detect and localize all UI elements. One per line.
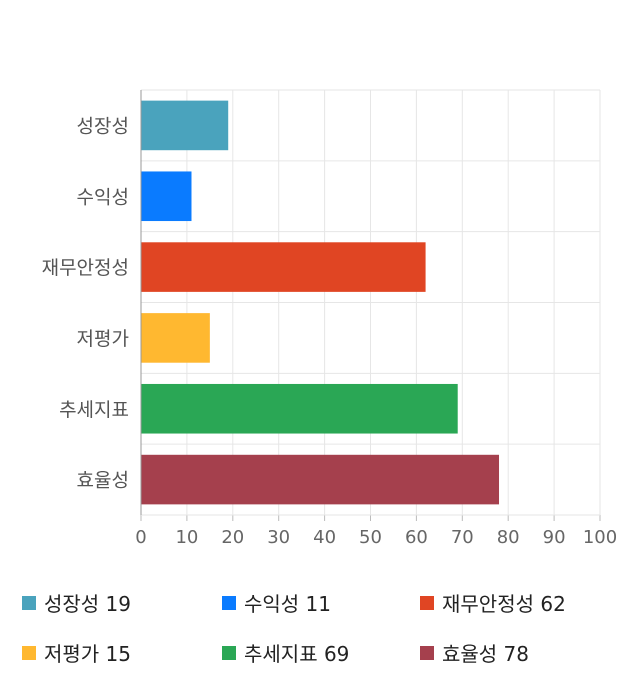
legend-item: 성장성 19	[22, 588, 131, 617]
x-tick-label: 0	[135, 527, 146, 548]
x-tick-label: 60	[405, 527, 428, 548]
x-tick-label: 10	[175, 527, 198, 548]
legend-label: 저평가 15	[44, 642, 132, 666]
category-label: 수익성	[77, 186, 129, 208]
legend-swatch	[222, 645, 236, 660]
x-tick-label: 20	[221, 527, 244, 548]
legend-label: 재무안정성 62	[442, 592, 566, 616]
bar	[141, 383, 458, 434]
x-tick-label: 30	[267, 527, 290, 548]
x-tick-label: 40	[313, 527, 336, 548]
x-tick-labels: 0 10 20 30 40 50 60 70 80 90 100	[135, 527, 617, 548]
legend-item: 추세지표 69	[222, 638, 349, 667]
legend-swatch	[420, 645, 434, 660]
legend-item: 수익성 11	[222, 588, 331, 617]
legend-swatch	[22, 595, 36, 610]
legend-item: 효율성 78	[420, 638, 529, 667]
category-label: 추세지표	[59, 399, 129, 421]
legend-label: 성장성 19	[44, 592, 132, 616]
bars	[141, 100, 500, 505]
category-label: 저평가	[77, 328, 129, 350]
x-tick-label: 90	[543, 527, 566, 548]
grid-lines	[140, 89, 601, 521]
legend-label: 추세지표 69	[244, 642, 350, 666]
x-tick-label: 80	[497, 527, 520, 548]
bar	[141, 313, 210, 363]
bar	[141, 242, 426, 292]
legend-label: 수익성 11	[244, 592, 332, 616]
legend-label: 효율성 78	[442, 642, 530, 666]
x-tick-label: 50	[359, 527, 382, 548]
category-label: 성장성	[77, 115, 129, 137]
legend-swatch	[22, 645, 36, 660]
bar	[141, 454, 500, 505]
legend-swatch	[222, 595, 236, 610]
legend-item: 저평가 15	[22, 638, 131, 667]
category-label: 효율성	[77, 470, 129, 492]
x-tick-label: 70	[451, 527, 474, 548]
category-label: 재무안정성	[42, 257, 129, 279]
legend-item: 재무안정성 62	[420, 588, 566, 617]
x-tick-label: 100	[583, 527, 617, 548]
bar	[141, 100, 229, 151]
legend-swatch	[420, 595, 434, 610]
bar	[141, 171, 192, 222]
